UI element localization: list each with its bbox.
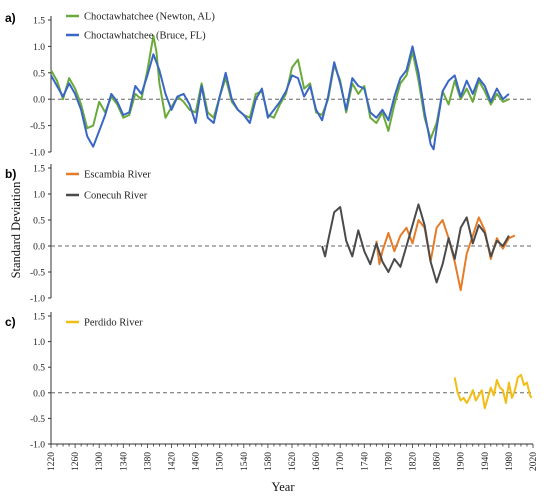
y-tick-label: 0.5 xyxy=(33,217,45,227)
legend-entry: Choctawhatchee (Newton, AL) xyxy=(66,12,215,23)
x-tick-label: 1300 xyxy=(95,452,105,471)
legend-label: Escambia River xyxy=(84,170,151,181)
y-tick-label: 0.0 xyxy=(33,96,45,106)
y-tick-label: -0.5 xyxy=(30,269,45,279)
x-tick-label: 2020 xyxy=(529,452,539,471)
panel-label: a) xyxy=(5,11,16,25)
y-tick-label: 0.0 xyxy=(33,243,45,253)
x-tick-label: 1860 xyxy=(433,452,443,471)
legend-entry: Escambia River xyxy=(66,170,151,181)
x-tick-label: 1460 xyxy=(192,452,202,471)
x-tick-label: 1740 xyxy=(360,452,370,471)
x-axis-title: Year xyxy=(271,480,295,494)
x-tick-label: 1780 xyxy=(384,452,394,471)
y-axis-title: Standard Deviation xyxy=(9,181,23,279)
y-tick-label: 1.5 xyxy=(33,165,45,175)
legend-label: Choctawhatchee (Bruce, FL) xyxy=(84,31,206,42)
x-tick-label: 1380 xyxy=(143,452,153,471)
y-tick-label: -0.5 xyxy=(30,415,45,425)
y-tick-label: 0.5 xyxy=(33,364,45,374)
x-tick-label: 1220 xyxy=(47,452,57,471)
x-tick-label: 1500 xyxy=(216,452,226,471)
y-tick-label: 1.0 xyxy=(33,191,45,201)
y-tick-label: 0.0 xyxy=(33,389,45,399)
y-tick-label: 1.0 xyxy=(33,43,45,53)
series-line-choctawhatchee-newton-al xyxy=(50,34,510,140)
y-tick-label: 1.5 xyxy=(33,17,45,27)
x-tick-label: 1820 xyxy=(409,452,419,471)
x-tick-label: 1340 xyxy=(119,452,129,471)
x-tick-label: 1540 xyxy=(240,452,250,471)
legend-label: Conecuh River xyxy=(84,191,148,202)
x-tick-label: 1660 xyxy=(312,452,322,471)
legend-label: Perdido River xyxy=(84,318,143,329)
x-tick-label: 1900 xyxy=(457,452,467,471)
x-tick-label: 1420 xyxy=(168,452,178,471)
x-tick-label: 1940 xyxy=(481,452,491,471)
panel-b: -1.0 -0.5 0.0 0.5 1.0 1.5 Escambia River Conecu… xyxy=(5,164,533,305)
series-line-escambia-river xyxy=(375,216,516,292)
x-tick-label: 1980 xyxy=(505,452,515,471)
legend-entry: Choctawhatchee (Bruce, FL) xyxy=(66,31,206,42)
panel-a: -1.0 -0.5 0.0 0.5 1.0 1.5 Choctawhatchee (Newt… xyxy=(5,11,533,159)
series-line-conecuh-river xyxy=(321,203,510,284)
panel-label: c) xyxy=(5,315,16,329)
panel-label: b) xyxy=(5,167,16,181)
legend-entry: Perdido River xyxy=(66,318,143,329)
x-tick-label: 1260 xyxy=(71,452,81,471)
chart-panels: -1.0 -0.5 0.0 0.5 1.0 1.5 Choctawhatchee (Newt… xyxy=(5,11,533,451)
y-tick-label: 1.0 xyxy=(33,338,45,348)
y-tick-label: 0.5 xyxy=(33,69,45,79)
y-tick-label: 1.5 xyxy=(33,313,45,323)
legend-entry: Conecuh River xyxy=(66,191,148,202)
panel-c: -1.0 -0.5 0.0 0.5 1.0 1.5 Perdido River c) xyxy=(5,312,533,451)
y-tick-label: -1.0 xyxy=(30,441,45,451)
x-tick-label: 1700 xyxy=(336,452,346,471)
x-tick-label: 1580 xyxy=(264,452,274,471)
legend-label: Choctawhatchee (Newton, AL) xyxy=(84,12,215,23)
x-tick-label: 1620 xyxy=(288,452,298,471)
y-tick-label: -1.0 xyxy=(30,149,45,159)
y-tick-label: -0.5 xyxy=(30,122,45,132)
series-line-choctawhatchee-bruce-fl xyxy=(50,45,510,151)
series-line-perdido-river xyxy=(453,373,533,410)
x-axis: 1220 1260 1300 1340 1380 1420 1460 1500 1540 1580… xyxy=(47,443,539,471)
y-tick-label: -1.0 xyxy=(30,295,45,305)
